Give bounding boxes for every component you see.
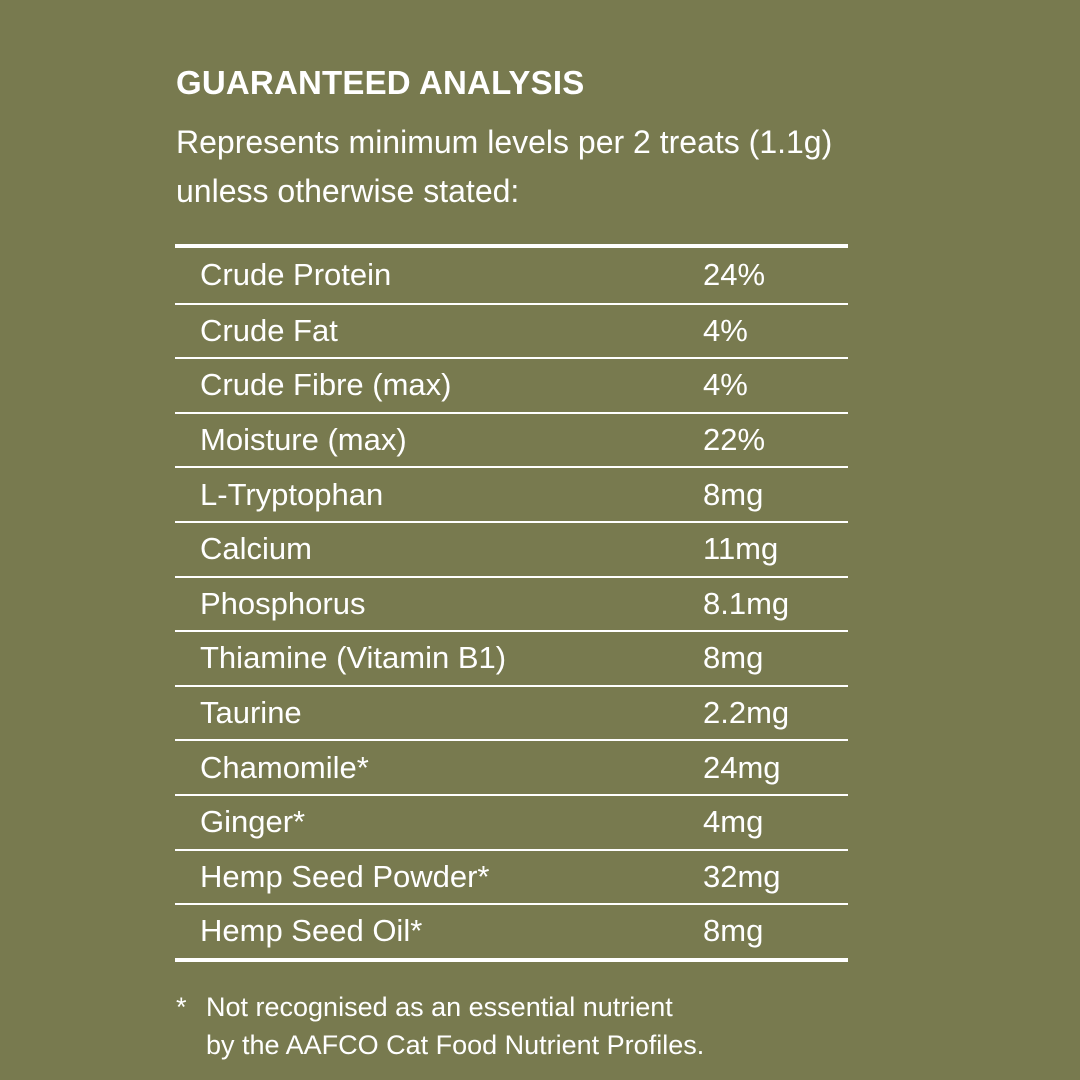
- table-row: Crude Fat 4%: [175, 302, 848, 358]
- nutrient-name: L-Tryptophan: [200, 476, 384, 512]
- table-row: Crude Protein 24%: [175, 248, 848, 303]
- table-row: Moisture (max) 22%: [175, 411, 848, 467]
- footnote-line-2: by the AAFCO Cat Food Nutrient Profiles.: [206, 1030, 705, 1060]
- nutrient-value: 2.2mg: [703, 695, 790, 731]
- table-row: Hemp Seed Oil* 8mg: [175, 903, 848, 958]
- nutrient-name: Calcium: [200, 531, 312, 567]
- footnote: * Not recognised as an essential nutrien…: [176, 988, 704, 1064]
- nutrient-name: Crude Fat: [200, 312, 338, 348]
- table-row: Taurine 2.2mg: [175, 684, 848, 740]
- analysis-table: Crude Protein 24% Crude Fat 4% Crude Fibre (…: [175, 244, 848, 962]
- nutrient-name: Chamomile*: [200, 749, 369, 785]
- nutrient-name: Hemp Seed Powder*: [200, 858, 490, 894]
- nutrient-value: 8.1mg: [703, 585, 790, 621]
- nutrient-name: Ginger*: [200, 804, 306, 840]
- nutrient-value: 4%: [703, 367, 748, 403]
- nutrient-value: 4%: [703, 312, 748, 348]
- nutrient-name: Taurine: [200, 695, 302, 731]
- nutrient-value: 24%: [703, 257, 766, 293]
- table-row: Phosphorus 8.1mg: [175, 575, 848, 631]
- nutrient-value: 8mg: [703, 476, 764, 512]
- nutrient-value: 22%: [703, 422, 766, 458]
- footnote-line-1: Not recognised as an essential nutrient: [206, 992, 673, 1022]
- nutrient-value: 8mg: [703, 913, 764, 949]
- nutrient-name: Crude Fibre (max): [200, 367, 452, 403]
- footnote-marker: *: [176, 992, 187, 1022]
- nutrient-name: Hemp Seed Oil*: [200, 913, 423, 949]
- table-row: Crude Fibre (max) 4%: [175, 357, 848, 412]
- nutrient-value: 8mg: [703, 640, 764, 676]
- table-row: Hemp Seed Powder* 32mg: [175, 848, 848, 904]
- page-title: GUARANTEED ANALYSIS: [176, 64, 585, 101]
- nutrient-value: 4mg: [703, 804, 764, 840]
- table-row: Ginger* 4mg: [175, 793, 848, 849]
- nutrient-value: 11mg: [703, 531, 779, 567]
- subtitle: Represents minimum levels per 2 treats (…: [176, 124, 833, 209]
- table-row: Thiamine (Vitamin B1) 8mg: [175, 630, 848, 685]
- table-row: L-Tryptophan 8mg: [175, 466, 848, 521]
- nutrient-value: 32mg: [703, 858, 781, 894]
- nutrient-name: Crude Protein: [200, 257, 392, 293]
- table-row: Calcium 11mg: [175, 520, 848, 576]
- nutrient-name: Moisture (max): [200, 422, 407, 458]
- nutrient-value: 24mg: [703, 749, 781, 785]
- table-row: Chamomile* 24mg: [175, 739, 848, 794]
- nutrient-name: Thiamine (Vitamin B1): [200, 640, 507, 676]
- nutrient-name: Phosphorus: [200, 585, 366, 621]
